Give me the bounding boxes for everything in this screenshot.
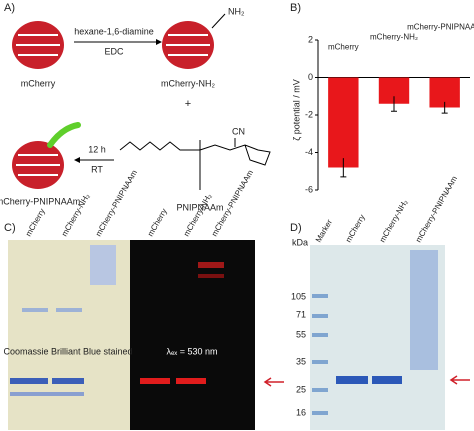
lane-label: mCherry-PNIPNAAm [414,174,460,244]
protein-icon [12,21,214,189]
error-bar [340,158,347,178]
lane-label: mCherry-NH₂ [182,192,214,238]
panel-label: C) [4,222,16,234]
y-tick-label: -2 [305,109,313,119]
category-label: mCherry-NH₂ [370,33,418,42]
y-tick-label: -6 [305,184,313,194]
condition: 12 h [88,144,106,154]
marker-label: 35 [296,356,306,366]
bar [328,77,359,168]
reagent: EDC [104,46,124,56]
label: PNIPNAAm [176,202,223,212]
gel [130,240,255,430]
condition: RT [91,164,103,174]
category-label: mCherry [328,43,359,52]
marker-label: 55 [296,329,306,339]
atom: CN [232,126,245,136]
marker-label: 105 [291,291,306,301]
lane-label: mCherry-NH₂ [378,198,410,244]
reagent: hexane-1,6-diamine [74,26,154,36]
marker-label: 25 [296,384,306,394]
label: mCherry [21,78,56,88]
error-bar [441,101,448,114]
error-bar [391,96,397,112]
y-tick-label: 0 [308,72,313,82]
gel-note: Coomassie Brilliant Blue stained [3,346,132,356]
panel-label: B) [290,2,301,14]
lane-label: Marker [314,218,334,244]
plus: + [185,98,191,110]
lane-label: mCherry [24,207,47,238]
label: mCherry-PNIPNAAm [0,196,80,206]
gel-note: λₑₓ = 530 nm [166,346,217,356]
panel-label: A) [4,2,15,14]
y-axis-label: ζ potential / mV [291,79,301,141]
marker-label: 16 [296,407,306,417]
y-tick-label: -4 [305,147,313,157]
label: mCherry-NH₂ [161,78,215,88]
lane-label: mCherry-PNIPNAAm [94,168,140,238]
category-label: mCherry-PNIPNAAm [407,23,474,32]
arrow-head [156,39,162,45]
lane-label: mCherry [146,207,169,238]
panel-label: D) [290,222,302,234]
label: NH₂ [228,6,245,16]
bar-chart: -6 -4 -2 0 2 mCherry mCherry-NH₂mCherry-PNIPNA… [305,23,474,195]
unit: kDa [292,237,308,247]
marker-label: 71 [296,309,306,319]
lane-label: mCherry [344,213,367,244]
y-tick-label: 2 [308,34,313,44]
